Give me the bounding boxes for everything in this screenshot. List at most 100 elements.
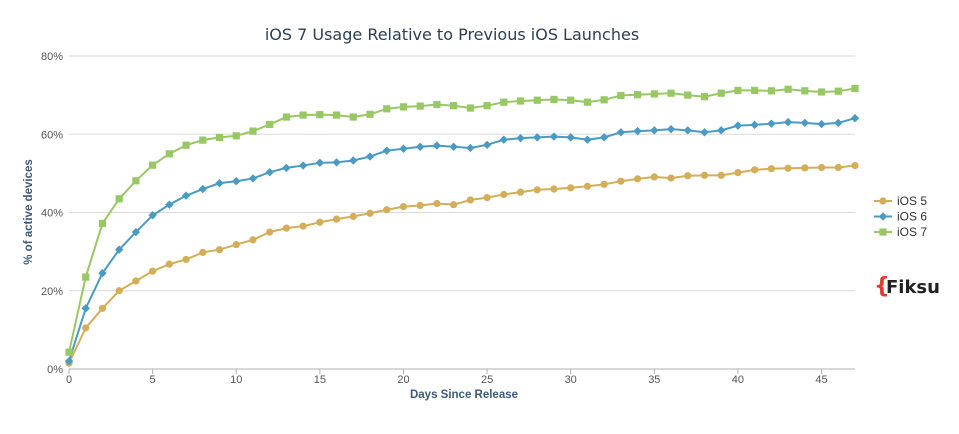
data-point bbox=[349, 212, 357, 221]
data-point bbox=[82, 273, 90, 281]
data-point bbox=[533, 96, 541, 104]
data-point bbox=[215, 178, 224, 188]
data-point bbox=[65, 348, 73, 356]
data-point bbox=[751, 166, 759, 174]
data-point bbox=[249, 236, 257, 244]
data-point bbox=[717, 171, 725, 179]
fiksu-logo: { Fiksu bbox=[874, 274, 940, 299]
x-axis-ticks: 0 5 10 15 20 25 30 35 40 45 bbox=[66, 369, 828, 386]
data-point bbox=[583, 135, 592, 144]
data-point bbox=[449, 142, 458, 151]
data-point bbox=[600, 180, 608, 188]
data-point bbox=[149, 161, 157, 169]
data-point bbox=[466, 196, 474, 204]
data-point bbox=[366, 110, 374, 118]
data-point bbox=[683, 126, 692, 135]
data-point bbox=[684, 172, 692, 180]
data-point bbox=[667, 174, 675, 182]
legend-marker bbox=[878, 212, 888, 221]
data-point bbox=[850, 114, 860, 123]
data-point bbox=[483, 102, 491, 110]
x-tick-label: 45 bbox=[815, 374, 827, 386]
x-axis-label: Days Since Release bbox=[410, 389, 518, 401]
data-point bbox=[817, 119, 826, 129]
data-point bbox=[232, 240, 240, 249]
data-point bbox=[433, 199, 441, 208]
data-point bbox=[750, 120, 759, 130]
data-point bbox=[516, 133, 525, 143]
data-point bbox=[199, 248, 207, 257]
data-point bbox=[332, 215, 341, 223]
data-point bbox=[783, 117, 793, 127]
data-point bbox=[516, 97, 525, 105]
data-point bbox=[382, 146, 391, 155]
data-point bbox=[733, 121, 743, 130]
data-point bbox=[416, 201, 424, 210]
data-point bbox=[299, 111, 307, 119]
legend-item[interactable]: iOS 7 bbox=[874, 225, 927, 239]
data-point bbox=[132, 277, 140, 285]
data-point bbox=[349, 156, 358, 165]
data-point bbox=[299, 222, 307, 230]
data-point bbox=[115, 287, 123, 295]
series-line bbox=[68, 117, 856, 362]
data-point bbox=[767, 119, 776, 128]
y-tick-label: 20% bbox=[41, 286, 63, 298]
data-point bbox=[383, 206, 391, 214]
series bbox=[64, 84, 860, 367]
data-point bbox=[399, 203, 408, 211]
data-point bbox=[248, 174, 258, 183]
data-point bbox=[650, 126, 659, 135]
data-point bbox=[583, 98, 592, 106]
x-tick-label: 20 bbox=[397, 374, 409, 386]
x-tick-label: 35 bbox=[648, 374, 660, 386]
data-point bbox=[466, 104, 474, 112]
data-point bbox=[567, 96, 575, 104]
data-point bbox=[114, 245, 124, 254]
y-tick-label: 0% bbox=[47, 364, 63, 376]
data-point bbox=[666, 124, 676, 134]
data-point bbox=[82, 324, 90, 332]
data-point bbox=[801, 87, 809, 95]
x-tick-label: 25 bbox=[481, 374, 493, 386]
x-tick-label: 5 bbox=[150, 374, 156, 386]
data-point bbox=[633, 91, 642, 99]
data-point bbox=[165, 260, 173, 268]
x-tick-label: 10 bbox=[230, 374, 242, 386]
legend-label: iOS 7 bbox=[897, 225, 927, 239]
data-point bbox=[365, 152, 375, 161]
data-point bbox=[98, 304, 107, 312]
data-point bbox=[450, 102, 458, 110]
data-point bbox=[599, 133, 609, 142]
data-point bbox=[131, 227, 141, 237]
data-point bbox=[332, 158, 341, 167]
chart-title: iOS 7 Usage Relative to Previous iOS Lau… bbox=[265, 25, 639, 44]
legend-item[interactable]: iOS 5 bbox=[874, 194, 927, 208]
data-point bbox=[266, 120, 274, 129]
legend-item[interactable]: iOS 6 bbox=[874, 210, 927, 224]
data-point bbox=[483, 194, 491, 202]
data-point bbox=[550, 95, 558, 104]
data-point bbox=[650, 90, 658, 98]
data-point bbox=[717, 126, 726, 135]
data-point bbox=[700, 128, 709, 137]
data-point bbox=[182, 141, 190, 149]
data-point bbox=[751, 86, 759, 95]
data-point bbox=[801, 164, 809, 172]
data-point bbox=[533, 186, 541, 194]
data-point bbox=[650, 173, 658, 181]
data-point bbox=[667, 89, 675, 97]
series-ios-7 bbox=[65, 84, 859, 356]
y-axis-ticks: 0% 20% 40% 60% 80% bbox=[41, 51, 63, 376]
legend-label: iOS 5 bbox=[897, 194, 927, 208]
data-point bbox=[383, 105, 391, 113]
data-point bbox=[315, 158, 325, 168]
legend-marker bbox=[879, 228, 887, 236]
x-tick-label: 0 bbox=[66, 374, 72, 386]
data-point bbox=[834, 87, 842, 95]
data-point bbox=[616, 128, 626, 137]
y-tick-label: 40% bbox=[41, 208, 63, 220]
data-point bbox=[149, 267, 157, 275]
series-ios-6 bbox=[64, 114, 860, 366]
